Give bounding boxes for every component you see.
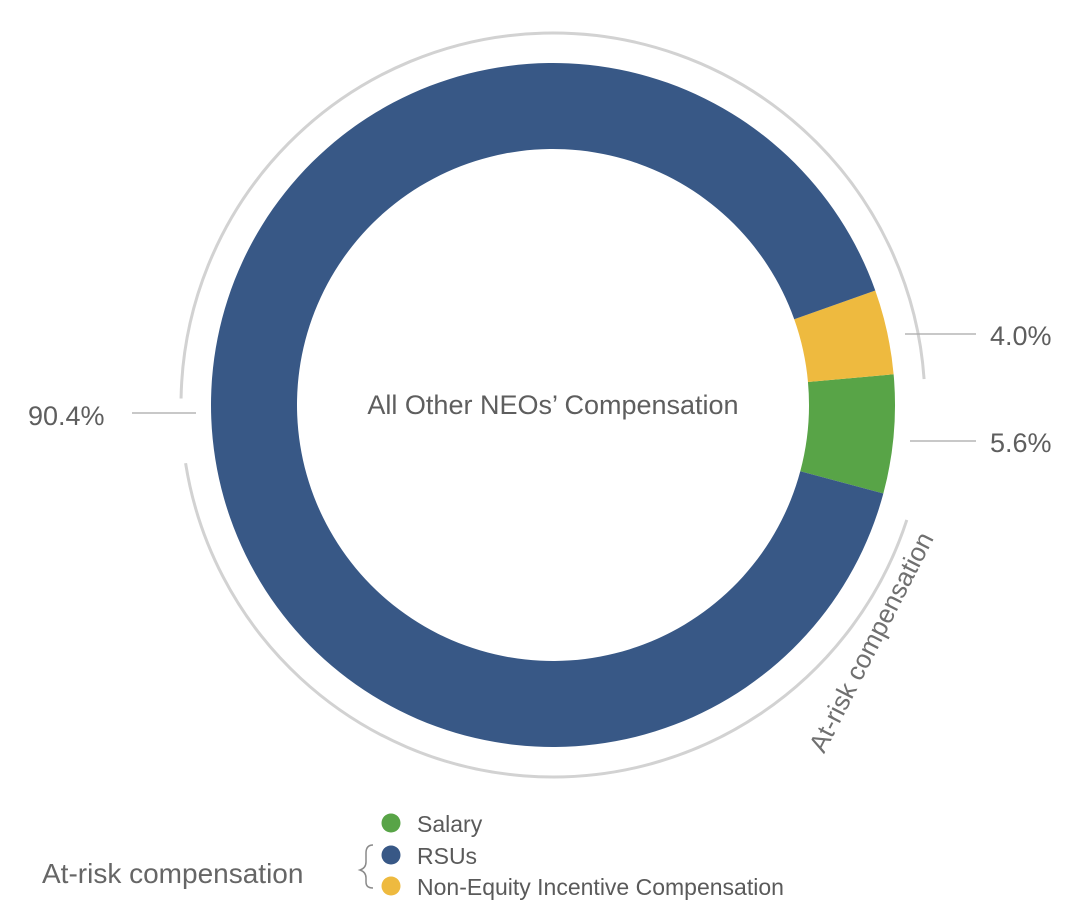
legend-swatch-rsus xyxy=(381,845,401,865)
legend-swatch-salary xyxy=(381,813,401,833)
donut-slices xyxy=(211,62,895,747)
legend-heading: At-risk compensation xyxy=(42,858,303,889)
legend-label-rsus: RSUs xyxy=(417,843,477,869)
legend-label-salary: Salary xyxy=(417,811,483,837)
data-label-non-equity: 4.0% xyxy=(990,321,1052,351)
slice-non-equity xyxy=(794,290,894,382)
slice-salary xyxy=(800,374,895,494)
at-risk-bracket-arc-upper xyxy=(179,31,926,399)
leader-lines xyxy=(132,333,976,442)
outer-bracket-arcs xyxy=(179,31,926,779)
chart-title: All Other NEOs’ Compensation xyxy=(367,390,738,420)
legend-swatch-non-equity xyxy=(381,876,401,896)
data-label-rsus: 90.4% xyxy=(28,401,105,431)
legend-label-non-equity: Non-Equity Incentive Compensation xyxy=(417,874,784,900)
data-label-salary: 5.6% xyxy=(990,428,1052,458)
legend-brace-icon xyxy=(357,844,374,889)
legend: At-risk compensation Salary RSUs Non-Equ… xyxy=(42,811,784,900)
at-risk-bracket-arc-lower xyxy=(184,462,909,779)
